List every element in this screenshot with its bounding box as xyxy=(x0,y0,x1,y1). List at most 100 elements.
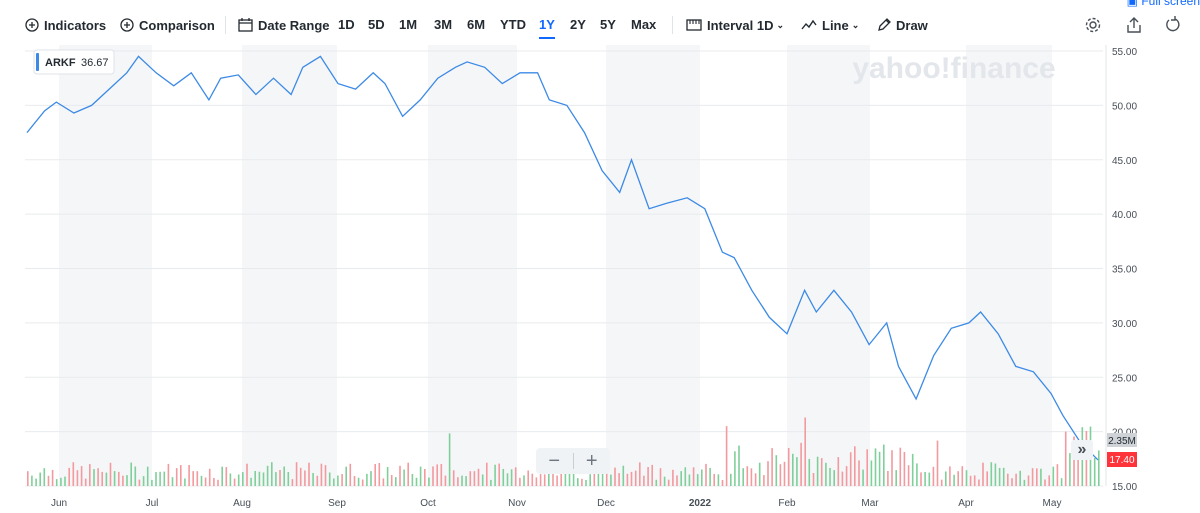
volume-bar xyxy=(688,474,691,486)
comparison-button[interactable]: Comparison xyxy=(120,14,215,36)
volume-bar xyxy=(159,471,161,486)
gridlines xyxy=(25,50,1103,487)
draw-button[interactable]: Draw xyxy=(877,14,928,36)
volume-bar xyxy=(874,448,877,486)
volume-bar xyxy=(333,478,335,486)
volume-bar xyxy=(337,475,339,486)
chart-type-dropdown[interactable]: Line ⌄ xyxy=(801,14,859,36)
range-1y[interactable]: 1Y xyxy=(539,14,555,39)
chevron-down-icon: ⌄ xyxy=(851,19,860,30)
volume-bar xyxy=(936,440,939,486)
volume-bar xyxy=(415,477,418,486)
volume-bar xyxy=(80,466,83,486)
volume-bar xyxy=(221,466,223,486)
volume-bar xyxy=(31,475,33,486)
interval-icon xyxy=(686,19,702,31)
volume-bar xyxy=(849,452,852,486)
volume-bar xyxy=(990,462,993,486)
volume-bar xyxy=(237,474,240,486)
volume-bar xyxy=(357,477,360,486)
volume-bar xyxy=(324,465,327,486)
x-tick-label: Nov xyxy=(508,498,526,509)
volume-bar xyxy=(527,470,529,486)
volume-bar xyxy=(291,479,294,486)
scroll-to-latest-button[interactable]: » xyxy=(1071,440,1093,460)
zoom-out-button[interactable]: − xyxy=(548,449,561,472)
volume-bar xyxy=(572,467,575,486)
volume-bar xyxy=(659,468,662,486)
month-band xyxy=(787,45,870,486)
y-tick-label: 50.00 xyxy=(1112,101,1137,112)
volume-bar xyxy=(481,474,484,486)
volume-bar xyxy=(353,476,356,486)
calendar-icon xyxy=(238,18,253,32)
volume-bar xyxy=(862,469,864,486)
volume-bar xyxy=(672,469,674,486)
expand-icon: ▣ xyxy=(1126,0,1138,8)
reset-icon[interactable] xyxy=(1162,15,1182,35)
range-5y[interactable]: 5Y xyxy=(600,17,616,32)
volume-bar xyxy=(705,463,707,486)
gear-icon[interactable] xyxy=(1083,15,1103,35)
x-tick-label: Oct xyxy=(420,498,436,509)
range-1d[interactable]: 1D xyxy=(338,17,355,32)
yahoo-finance-watermark: yahoo!finance xyxy=(852,52,1055,85)
volume-bar xyxy=(531,473,534,486)
volume-bar xyxy=(771,448,773,486)
volume-bar xyxy=(122,475,124,486)
volume-bar xyxy=(957,471,959,486)
volume-bar xyxy=(1040,468,1042,486)
volume-bar xyxy=(717,474,720,486)
volume-bar xyxy=(841,471,844,486)
volume-bar xyxy=(105,472,108,486)
volume-bar xyxy=(366,473,368,486)
range-max[interactable]: Max xyxy=(631,17,657,32)
range-3m[interactable]: 3M xyxy=(434,17,453,32)
volume-bar xyxy=(452,470,455,486)
y-tick-label: 35.00 xyxy=(1112,265,1137,276)
range-1m[interactable]: 1M xyxy=(399,17,418,32)
toolbar-divider xyxy=(225,16,226,34)
volume-bar xyxy=(126,475,128,486)
range-6m[interactable]: 6M xyxy=(467,17,486,32)
share-icon[interactable] xyxy=(1124,15,1144,35)
volume-bar xyxy=(84,478,87,486)
volume-bar xyxy=(978,479,980,486)
volume-bar xyxy=(225,467,228,486)
fullscreen-link[interactable]: ▣ Full screen xyxy=(1127,0,1200,8)
volume-bar xyxy=(1027,475,1030,486)
range-2y[interactable]: 2Y xyxy=(570,17,586,32)
volume-bar xyxy=(436,464,438,486)
zoom-in-button[interactable]: + xyxy=(585,449,598,472)
indicators-button[interactable]: Indicators xyxy=(25,14,106,36)
volume-bar xyxy=(750,468,753,486)
volume-bar xyxy=(709,467,711,486)
volume-bar xyxy=(647,467,649,486)
volume-bar xyxy=(663,476,666,486)
volume-bar xyxy=(1093,458,1096,486)
volume-bar xyxy=(667,479,670,486)
volume-bar xyxy=(854,446,856,486)
date-range-button[interactable]: Date Range xyxy=(238,14,330,36)
range-ytd[interactable]: YTD xyxy=(500,17,526,32)
plus-circle-icon xyxy=(25,18,39,32)
volume-bar xyxy=(800,442,802,486)
volume-bar xyxy=(308,462,310,486)
volume-bar xyxy=(390,475,393,486)
x-tick-label: 2022 xyxy=(689,498,712,509)
volume-bar xyxy=(76,470,79,486)
volume-bar xyxy=(746,466,749,486)
chart-toolbar: Indicators Comparison Date Range 1D 5D 1… xyxy=(0,0,1200,50)
volume-bar xyxy=(473,471,476,486)
range-5d[interactable]: 5D xyxy=(368,17,385,32)
volume-bar xyxy=(428,477,430,486)
volume-axis-label: 2.35M xyxy=(1107,433,1137,447)
volume-bar xyxy=(812,473,815,486)
volume-bar xyxy=(27,471,29,486)
volume-bar xyxy=(382,478,385,486)
volume-bar xyxy=(634,470,637,486)
volume-bar xyxy=(510,469,513,486)
interval-dropdown[interactable]: Interval 1D ⌄ xyxy=(686,14,784,36)
volume-bar xyxy=(911,453,914,486)
